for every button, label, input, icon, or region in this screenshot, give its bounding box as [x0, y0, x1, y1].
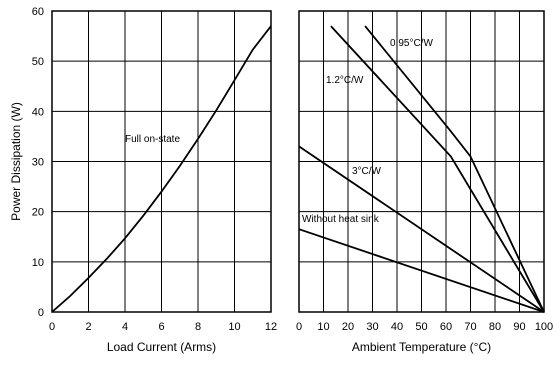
x-tick-label: 60	[440, 321, 452, 333]
y-tick-label: 40	[32, 106, 44, 118]
curve-label: 3°C/W	[352, 166, 382, 177]
plot-frame-2	[298, 10, 545, 313]
x-tick-label: 2	[85, 321, 91, 333]
y-tick-label: 60	[32, 6, 44, 18]
x-tick-label: 90	[513, 321, 525, 333]
x-tick-label: 50	[415, 321, 427, 333]
x-tick-label: 10	[228, 321, 240, 333]
x-tick-label: 70	[464, 321, 476, 333]
series-line-1-1	[51, 25, 272, 313]
y-tick-label: 0	[38, 307, 44, 319]
x-axis-title-2: Ambient Temperature (°C)	[352, 340, 491, 354]
x-tick-label: 80	[489, 321, 501, 333]
y-tick-label: 50	[32, 56, 44, 68]
y-tick-label: 30	[32, 157, 44, 169]
plot-frame-1	[51, 10, 272, 313]
x-tick-label: 30	[366, 321, 378, 333]
x-tick-label: 20	[342, 321, 354, 333]
x-tick-label: 12	[265, 321, 277, 333]
x-tick-label: 4	[122, 321, 128, 333]
curve-label: 0.95°C/W	[390, 38, 433, 49]
y-axis-title: Power Dissipation (W)	[9, 102, 23, 221]
x-tick-label: 6	[158, 321, 164, 333]
series-line-2-2	[330, 25, 545, 313]
x-tick-label: 8	[195, 321, 201, 333]
x-tick-label: 0	[296, 321, 302, 333]
y-tick-label: 20	[32, 207, 44, 219]
series-line-2-4	[298, 228, 545, 313]
x-axis-title-1: Load Current (Arms)	[107, 340, 216, 354]
curve-label: Without heat sink	[302, 214, 380, 225]
x-tick-label: 10	[317, 321, 329, 333]
curve-label: 1.2°C/W	[326, 75, 364, 86]
x-tick-label: 40	[391, 321, 403, 333]
y-tick-label: 10	[32, 257, 44, 269]
series-line-2-1	[364, 25, 545, 313]
x-tick-label: 100	[535, 321, 553, 333]
x-tick-label: 0	[49, 321, 55, 333]
series-line-2-3	[298, 145, 545, 313]
curve-label: Full on-state	[125, 134, 180, 145]
